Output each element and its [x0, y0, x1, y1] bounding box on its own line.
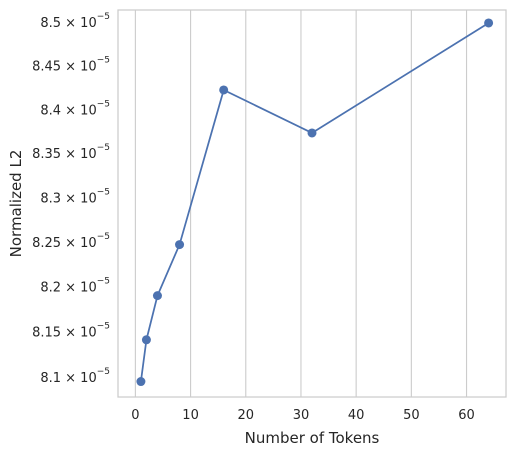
data-point [175, 240, 185, 250]
y-tick-label: 8.3 × 10−5 [40, 187, 110, 206]
x-tick-label: 0 [131, 408, 139, 423]
y-tick-label: 8.45 × 10−5 [32, 56, 110, 75]
x-axis-ticks: 0 10 20 30 40 50 60 [131, 408, 475, 423]
x-tick-label: 10 [182, 408, 199, 423]
x-tick-label: 50 [403, 408, 420, 423]
y-tick-label: 8.2 × 10−5 [40, 277, 110, 296]
data-point [307, 128, 317, 138]
y-tick-label: 8.1 × 10−5 [40, 367, 110, 386]
plot-frame [117, 9, 507, 398]
data-point [152, 291, 162, 301]
y-axis-ticks: 8.1 × 10−5 8.15 × 10−5 8.2 × 10−5 8.25 × 10… [32, 12, 110, 386]
data-point [141, 335, 151, 345]
y-tick-label: 8.15 × 10−5 [32, 322, 110, 341]
x-tick-label: 20 [237, 408, 254, 423]
data-point [484, 18, 494, 28]
series-layer [136, 18, 494, 387]
x-tick-label: 60 [458, 408, 475, 423]
series-line [140, 22, 490, 382]
y-tick-label: 8.25 × 10−5 [32, 232, 110, 251]
data-point [219, 85, 229, 95]
y-axis-label: Normalized L2 [7, 150, 25, 258]
y-tick-label: 8.4 × 10−5 [40, 99, 110, 118]
x-axis-label: Number of Tokens [245, 429, 380, 447]
y-tick-label: 8.5 × 10−5 [40, 12, 110, 31]
x-tick-label: 40 [348, 408, 365, 423]
x-tick-label: 30 [293, 408, 310, 423]
data-point [136, 377, 146, 387]
y-tick-label: 8.35 × 10−5 [32, 143, 110, 162]
grid-layer [134, 10, 468, 397]
